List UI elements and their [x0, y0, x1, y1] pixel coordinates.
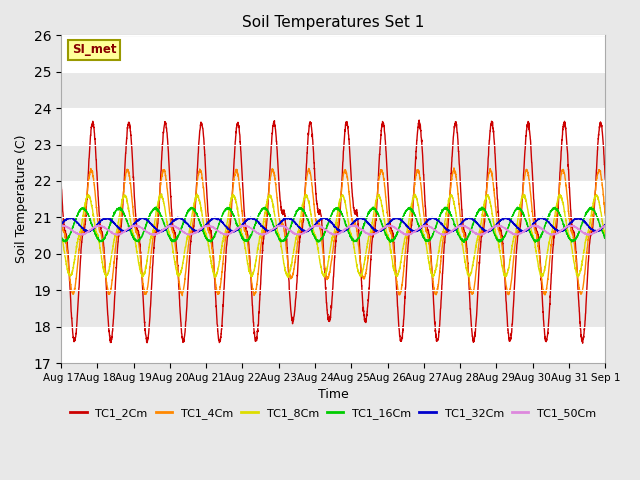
Title: Soil Temperatures Set 1: Soil Temperatures Set 1: [242, 15, 424, 30]
Bar: [61, 290, 605, 326]
Y-axis label: Soil Temperature (C): Soil Temperature (C): [15, 135, 28, 264]
Bar: [61, 36, 605, 72]
Legend: TC1_2Cm, TC1_4Cm, TC1_8Cm, TC1_16Cm, TC1_32Cm, TC1_50Cm: TC1_2Cm, TC1_4Cm, TC1_8Cm, TC1_16Cm, TC1…: [65, 403, 601, 423]
Bar: [61, 72, 605, 108]
Bar: [61, 254, 605, 290]
Bar: [61, 326, 605, 363]
Bar: [61, 217, 605, 254]
Bar: [61, 181, 605, 217]
Text: SI_met: SI_met: [72, 43, 116, 56]
Bar: [61, 108, 605, 144]
X-axis label: Time: Time: [318, 388, 349, 401]
Bar: [61, 144, 605, 181]
